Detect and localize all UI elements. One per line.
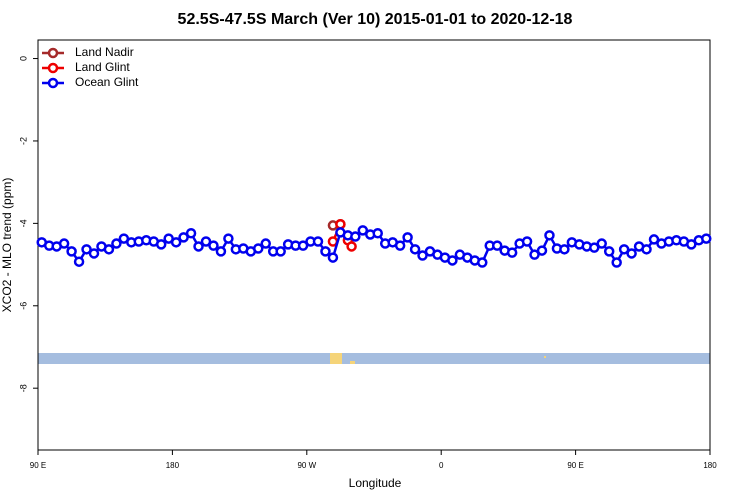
data-point: [596, 238, 607, 249]
data-point: [185, 228, 197, 239]
data-point: [491, 240, 503, 251]
data-point: [536, 245, 548, 256]
x-tick-label: 180: [166, 461, 180, 470]
data-point: [521, 236, 533, 247]
data-point: [200, 236, 212, 247]
data-point: [559, 244, 570, 255]
data-point: [111, 238, 122, 249]
y-tick-label: -2: [18, 137, 28, 145]
data-point: [320, 246, 331, 257]
data-point: [618, 244, 630, 255]
data-point: [58, 238, 70, 249]
data-point: [66, 246, 77, 257]
legend-label: Land Nadir: [75, 45, 134, 59]
data-point: [611, 257, 622, 268]
data-point: [73, 256, 85, 267]
data-point: [193, 241, 204, 252]
data-point: [297, 240, 309, 251]
y-tick-label: -4: [18, 219, 28, 227]
data-point: [260, 238, 271, 249]
data-point: [275, 246, 286, 257]
y-tick-label: -6: [18, 302, 28, 310]
data-point: [701, 233, 712, 244]
data-point: [477, 257, 488, 268]
legend-label: Ocean Glint: [75, 75, 139, 89]
data-point: [641, 244, 652, 255]
x-tick-label: 180: [703, 461, 717, 470]
data-point: [544, 230, 555, 241]
data-point: [327, 252, 339, 263]
land-strip: [38, 353, 710, 364]
data-point: [603, 246, 615, 257]
data-point: [346, 241, 357, 252]
data-point: [357, 225, 369, 236]
data-point: [648, 234, 660, 245]
chart-title: 52.5S-47.5S March (Ver 10) 2015-01-01 to…: [178, 11, 573, 28]
data-point: [170, 237, 182, 248]
data-point: [686, 239, 697, 250]
data-point: [155, 239, 167, 250]
data-point: [417, 250, 428, 261]
legend-label: Land Glint: [75, 60, 130, 74]
data-point: [312, 236, 324, 247]
land-patch: [330, 353, 342, 364]
data-point: [394, 240, 406, 251]
x-tick-label: 90 E: [30, 461, 46, 470]
x-axis-label: Longitude: [349, 476, 402, 490]
data-point: [589, 242, 600, 253]
legend-marker: [47, 77, 59, 89]
y-axis-label: XCO2 - MLO trend (ppm): [0, 178, 14, 313]
data-point: [402, 232, 413, 243]
data-point: [208, 240, 219, 251]
data-point: [103, 244, 115, 255]
ocean-band: [38, 353, 710, 364]
legend-marker: [47, 62, 59, 74]
data-point: [350, 231, 361, 242]
x-tick-label: 90 W: [297, 461, 316, 470]
x-tick-label: 90 E: [567, 461, 583, 470]
data-point: [529, 249, 540, 260]
data-point: [253, 243, 264, 254]
x-tick-label: 0: [439, 461, 444, 470]
data-point: [409, 244, 421, 255]
data-point: [447, 255, 458, 266]
land-patch: [544, 356, 546, 358]
data-point: [88, 248, 100, 259]
data-point: [626, 248, 637, 259]
data-point: [223, 233, 234, 244]
data-point: [506, 247, 518, 258]
legend-marker: [47, 47, 59, 59]
data-point: [178, 232, 189, 243]
data-point: [335, 218, 346, 230]
data-point: [372, 228, 383, 239]
y-tick-label: 0: [18, 56, 28, 61]
y-tick-label: -8: [18, 384, 28, 392]
land-patch: [350, 361, 355, 364]
data-point: [215, 246, 227, 257]
data-point: [81, 244, 92, 255]
